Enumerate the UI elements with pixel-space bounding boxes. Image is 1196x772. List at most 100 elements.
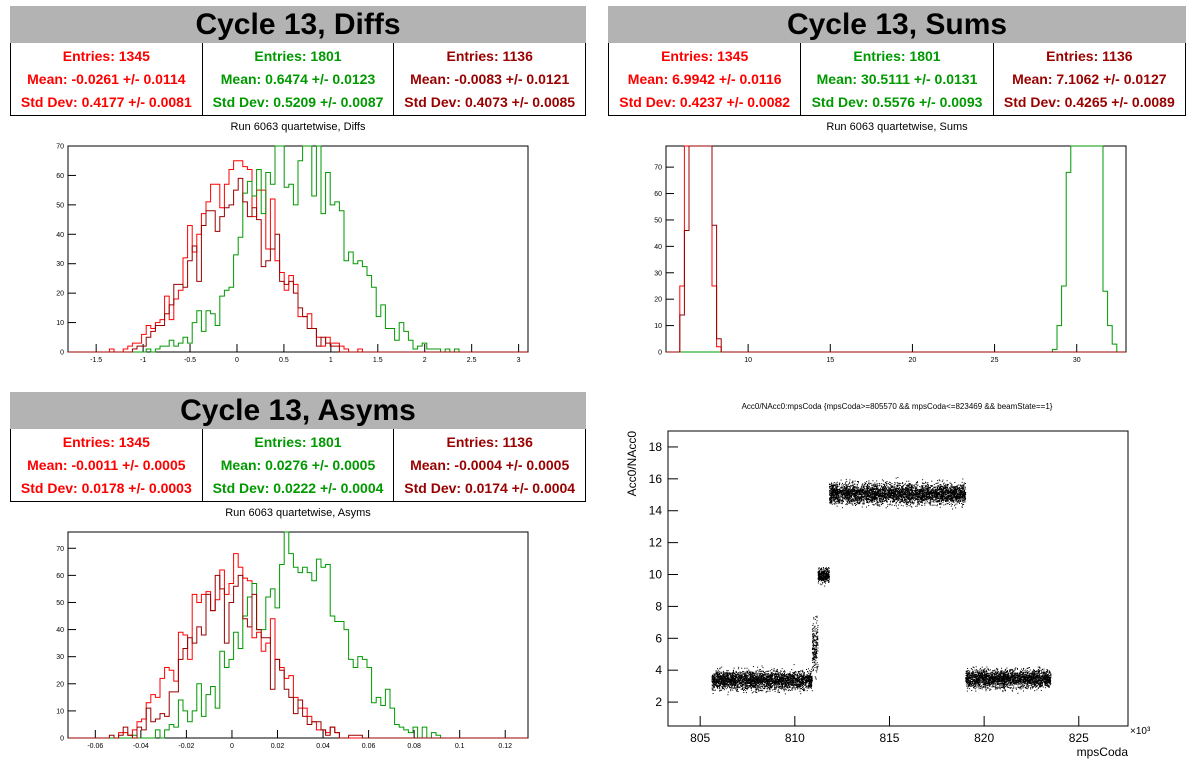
- x-axis-label: mpsCoda: [1077, 745, 1129, 759]
- y-tick-label: 10: [649, 568, 663, 582]
- stat-entries: Entries: 1345: [62, 48, 150, 65]
- asyms-histogram: 0 10 20 30 40 50 60 70 -0.06 -0.04 -0.02 0 0.02 0.04 0…: [56, 531, 529, 750]
- x-tick-label: 20: [909, 357, 917, 364]
- x-tick-label: 0.06: [362, 743, 376, 750]
- y-tick-label: 50: [56, 202, 64, 209]
- y-tick-label: 18: [649, 440, 663, 454]
- stat-entries: Entries: 1345: [661, 48, 749, 65]
- y-tick-label: 0: [60, 350, 64, 357]
- asyms-stats-box: Entries: 1345 Mean: -0.0011 +/- 0.0005 S…: [10, 429, 586, 502]
- stat-entries: Entries: 1345: [62, 434, 150, 451]
- x-tick-label: 15: [826, 357, 834, 364]
- y-tick-label: 40: [654, 244, 662, 251]
- y-tick-label: 16: [649, 472, 663, 486]
- x-tick-label: 1.5: [373, 357, 383, 364]
- stat-entries: Entries: 1801: [254, 434, 342, 451]
- sums-subtitle: Run 6063 quartetwise, Sums: [826, 121, 968, 133]
- hist-series-green: [68, 145, 528, 353]
- x-tick-label: 2.5: [467, 357, 477, 364]
- x-tick-label: -0.06: [87, 743, 103, 750]
- plot-frame: [67, 145, 529, 353]
- y-tick-label: 10: [56, 320, 64, 327]
- hist-series-red: [666, 145, 1126, 353]
- stat-mean: Mean: -0.0011 +/- 0.0005: [27, 456, 186, 473]
- x-tick-label: 0.1: [455, 743, 465, 750]
- diffs-stat-col-darkred: Entries: 1136 Mean: -0.0083 +/- 0.0121 S…: [394, 43, 585, 115]
- stat-entries: Entries: 1136: [1046, 48, 1133, 65]
- diffs-title: Cycle 13, Diffs: [10, 6, 586, 43]
- diffs-stat-col-green: Entries: 1801 Mean: 0.6474 +/- 0.0123 St…: [203, 43, 395, 115]
- stat-entries: Entries: 1136: [446, 48, 533, 65]
- x-tick-label: 25: [991, 357, 999, 364]
- x-exponent-label: ×10³: [1130, 726, 1151, 737]
- x-tick-label: -0.02: [178, 743, 194, 750]
- scatter-points: [711, 476, 1052, 696]
- y-tick-label: 40: [56, 627, 64, 634]
- sums-title: Cycle 13, Sums: [608, 6, 1186, 43]
- sums-stat-col-green: Entries: 1801 Mean: 30.5111 +/- 0.0131 S…: [801, 43, 994, 115]
- y-tick-label: 10: [654, 323, 662, 330]
- hist-series-green: [666, 145, 1126, 353]
- x-tick-label: 1: [329, 357, 333, 364]
- x-tick-label: 0.12: [498, 743, 512, 750]
- y-tick-label: 50: [56, 600, 64, 607]
- stat-entries: Entries: 1136: [446, 434, 533, 451]
- plot-frame: [67, 531, 529, 739]
- y-tick-label: 70: [56, 144, 64, 151]
- diffs-histogram: 0 10 20 30 40 50 60 70 -1.5 -1 -0.5 0 0.5 1 1.5 2 2.5 3: [56, 144, 529, 364]
- stat-mean: Mean: -0.0083 +/- 0.0121: [410, 70, 570, 87]
- stat-mean: Mean: 7.1062 +/- 0.0127: [1012, 70, 1167, 87]
- stat-mean: Mean: 0.0276 +/- 0.0005: [220, 456, 376, 473]
- x-tick-label: 0.02: [271, 743, 285, 750]
- x-tick-label: 0: [230, 743, 234, 750]
- x-tick-label: -0.5: [184, 357, 196, 364]
- stat-std: Std Dev: 0.5576 +/- 0.0093: [811, 93, 983, 110]
- diffs-stat-col-red: Entries: 1345 Mean: -0.0261 +/- 0.0114 S…: [11, 43, 203, 115]
- y-tick-label: 50: [654, 217, 662, 224]
- x-tick-label: 30: [1073, 357, 1081, 364]
- stat-mean: Mean: 30.5111 +/- 0.0131: [816, 70, 978, 87]
- stat-std: Std Dev: 0.4237 +/- 0.0082: [619, 93, 791, 110]
- y-tick-label: 20: [654, 297, 662, 304]
- stat-std: Std Dev: 0.0222 +/- 0.0004: [212, 479, 384, 496]
- diffs-subtitle: Run 6063 quartetwise, Diffs: [230, 121, 366, 133]
- asyms-stat-col-green: Entries: 1801 Mean: 0.0276 +/- 0.0005 St…: [203, 429, 395, 501]
- x-tick-label: 815: [879, 731, 899, 745]
- hist-series-darkred: [68, 574, 528, 739]
- x-tick-label: 820: [974, 731, 994, 745]
- y-tick-label: 4: [655, 663, 662, 677]
- x-tick-label: 0: [235, 357, 239, 364]
- diffs-stats-box: Entries: 1345 Mean: -0.0261 +/- 0.0114 S…: [10, 43, 586, 116]
- y-axis-label: Acc0/NAcc0: [625, 431, 639, 497]
- y-tick-label: 8: [655, 599, 662, 613]
- y-tick-label: 70: [56, 546, 64, 553]
- hist-series-darkred: [666, 145, 1126, 353]
- asyms-title: Cycle 13, Asyms: [10, 392, 586, 429]
- hist-series-green: [68, 531, 528, 739]
- sums-stat-col-red: Entries: 1345 Mean: 6.9942 +/- 0.0116 St…: [609, 43, 802, 115]
- y-tick-label: 6: [655, 631, 662, 645]
- y-tick-label: 0: [60, 736, 64, 743]
- stat-std: Std Dev: 0.4265 +/- 0.0089: [1003, 93, 1175, 110]
- asyms-stat-col-darkred: Entries: 1136 Mean: -0.0004 +/- 0.0005 S…: [394, 429, 585, 501]
- sums-stats-box: Entries: 1345 Mean: 6.9942 +/- 0.0116 St…: [608, 43, 1186, 116]
- y-tick-label: 30: [56, 654, 64, 661]
- stat-std: Std Dev: 0.4177 +/- 0.0081: [20, 93, 192, 110]
- stat-mean: Mean: -0.0261 +/- 0.0114: [27, 70, 186, 87]
- sums-histogram: 0 10 20 30 40 50 60 70 10 15 20 25 30: [654, 145, 1127, 364]
- stat-std: Std Dev: 0.5209 +/- 0.0087: [212, 93, 384, 110]
- x-tick-label: 0.04: [316, 743, 330, 750]
- stat-std: Std Dev: 0.4073 +/- 0.0085: [404, 93, 576, 110]
- x-tick-label: 10: [744, 357, 752, 364]
- stat-mean: Mean: -0.0004 +/- 0.0005: [410, 456, 570, 473]
- y-tick-label: 2: [655, 695, 662, 709]
- x-tick-label: 2: [423, 357, 427, 364]
- y-tick-label: 60: [56, 573, 64, 580]
- y-tick-label: 12: [649, 536, 663, 550]
- stat-std: Std Dev: 0.0174 +/- 0.0004: [404, 479, 576, 496]
- sums-stat-col-darkred: Entries: 1136 Mean: 7.1062 +/- 0.0127 St…: [994, 43, 1185, 115]
- plot-frame: [665, 145, 1127, 353]
- y-tick-label: 0: [658, 350, 662, 357]
- y-tick-label: 30: [56, 261, 64, 268]
